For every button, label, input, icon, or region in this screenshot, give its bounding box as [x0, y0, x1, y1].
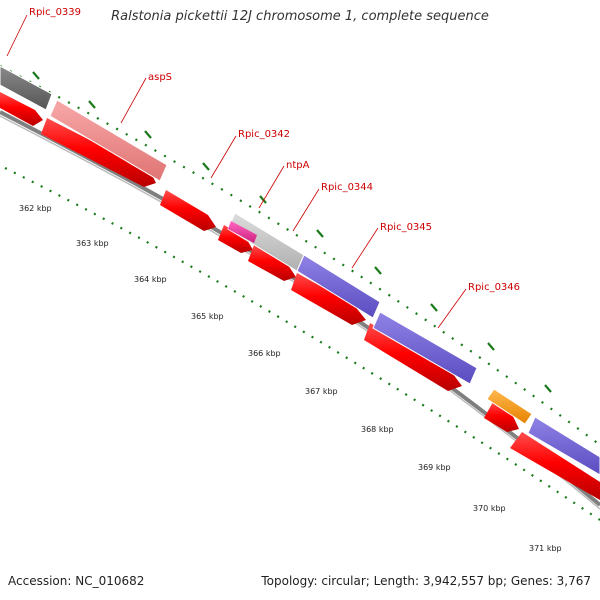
gene-label-rpic-0339: Rpic_0339 — [29, 7, 81, 18]
kbp-label-364: 364 kbp — [134, 275, 167, 284]
inner-tick-row — [4, 167, 600, 521]
leader-rpic-0346 — [437, 288, 467, 329]
cds-ntpa-arrow[interactable] — [218, 225, 253, 253]
cds-rpic-0345-arrow[interactable] — [291, 273, 366, 325]
gene-label-rpic-0344: Rpic_0344 — [321, 182, 373, 193]
cds-next-1-arrow[interactable] — [484, 402, 519, 432]
gene-label-rpic-0342: Rpic_0342 — [238, 129, 290, 140]
leader-rpic-0344 — [292, 188, 320, 232]
cds-rpic-0339-arrow[interactable] — [0, 92, 43, 126]
kbp-label-366: 366 kbp — [248, 349, 281, 358]
kbp-label-367: 367 kbp — [305, 387, 338, 396]
accession-text: Accession: NC_010682 — [8, 574, 145, 588]
map-title: Ralstonia pickettii 12J chromosome 1, co… — [111, 9, 489, 24]
kbp-labels: 362 kbp 363 kbp 364 kbp 365 kbp 366 kbp … — [19, 204, 562, 553]
cds-next-2-arrow[interactable] — [510, 432, 600, 500]
gene-purple-next-block[interactable] — [527, 416, 600, 476]
cds-track-inner — [0, 92, 600, 500]
kbp-label-371: 371 kbp — [529, 544, 562, 553]
gene-label-ntpa: ntpA — [286, 160, 310, 171]
kbp-label-370: 370 kbp — [473, 504, 506, 513]
leader-ntpa — [258, 165, 285, 209]
backbone-inner — [0, 115, 600, 510]
gene-labels: Rpic_0339 aspS Rpic_0342 ntpA Rpic_0344 … — [6, 7, 520, 329]
gene-rpic-0339-block[interactable] — [0, 65, 53, 111]
leader-rpic-0345 — [351, 227, 379, 269]
gene-label-rpic-0345: Rpic_0345 — [380, 222, 432, 233]
cds-rpic-0344-arrow[interactable] — [248, 245, 296, 281]
outer-major-ticks — [32, 71, 552, 393]
gene-rpic-0346-block[interactable] — [372, 311, 478, 385]
leader-rpic-0339 — [6, 14, 28, 57]
gene-track-outer — [0, 65, 600, 476]
cds-rpic-0346-arrow[interactable] — [364, 323, 462, 391]
leader-rpic-0342 — [210, 135, 237, 179]
gene-asps-block[interactable] — [49, 99, 168, 182]
leader-asps — [120, 77, 147, 124]
gene-label-rpic-0346: Rpic_0346 — [468, 282, 520, 293]
gene-ntpa-inner-block[interactable] — [228, 221, 257, 243]
kbp-label-363: 363 kbp — [76, 239, 109, 248]
cds-rpic-0342-arrow[interactable] — [160, 190, 216, 231]
kbp-label-365: 365 kbp — [191, 312, 224, 321]
genome-summary-text: Topology: circular; Length: 3,942,557 bp… — [261, 574, 591, 588]
gene-rpic-0345-block[interactable] — [296, 254, 381, 319]
kbp-label-362: 362 kbp — [19, 204, 52, 213]
kbp-label-369: 369 kbp — [418, 463, 451, 472]
gene-orange-block[interactable] — [486, 388, 533, 425]
outer-tick-row — [0, 65, 600, 446]
gene-label-asps: aspS — [148, 72, 172, 83]
kbp-label-368: 368 kbp — [361, 425, 394, 434]
cds-asps-arrow[interactable] — [41, 118, 156, 187]
